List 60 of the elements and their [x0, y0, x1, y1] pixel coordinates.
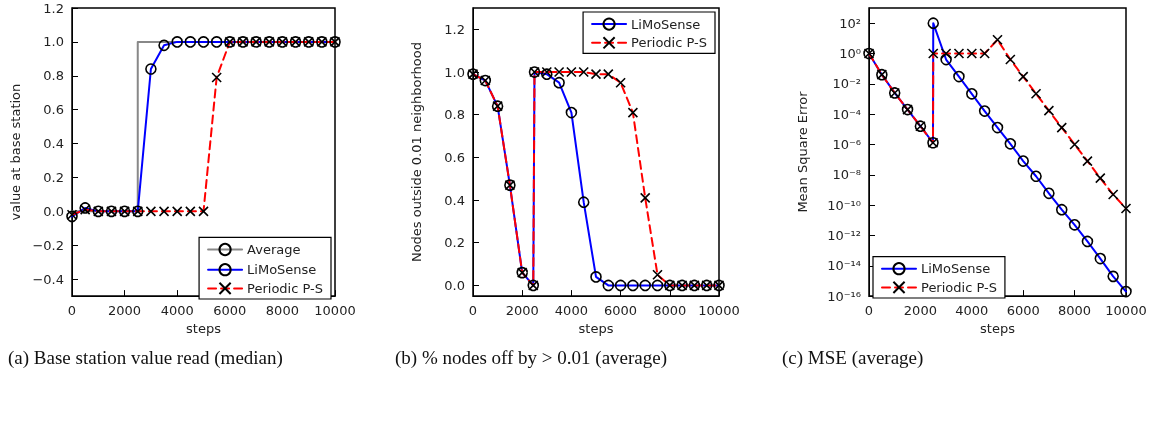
y-tick-label: 10⁻²: [832, 76, 861, 92]
legend-label: Periodic P-S: [247, 280, 324, 296]
y-tick-label: 10²: [839, 15, 861, 31]
x-tick-label: 6000: [1006, 303, 1040, 319]
x-tick-label: 0: [468, 303, 478, 319]
text: (c) MSE (average): [782, 346, 925, 370]
y-tick-label: 1.0: [444, 64, 465, 80]
y-tick-label: 10⁻¹⁶: [827, 288, 861, 304]
y-tick-label: 0.2: [444, 235, 465, 251]
y-axis-title: Nodes outside 0.01 neighborhood: [409, 42, 424, 263]
legend-label: Periodic P-S: [631, 35, 708, 51]
y-tick-label: 0.8: [43, 68, 64, 84]
x-axis-title: steps: [186, 321, 222, 336]
y-tick-label: 10⁻¹²: [827, 227, 861, 243]
legend-label: Periodic P-S: [921, 279, 997, 295]
x-tick-label: 6000: [604, 303, 638, 319]
y-axis-title: Mean Square Error: [795, 90, 810, 213]
x-tick-label: 8000: [265, 303, 299, 319]
y-tick-label: −0.4: [32, 271, 64, 287]
y-tick-label: 10⁻⁶: [832, 136, 861, 152]
y-tick-label: 0.4: [444, 192, 465, 208]
x-tick-label: 10000: [314, 303, 356, 319]
y-tick-label: 10⁰: [839, 45, 861, 61]
y-tick-label: 1.2: [43, 0, 64, 16]
text: (a) Base station value read (median): [8, 346, 284, 370]
x-tick-label: 10000: [698, 303, 740, 319]
x-tick-label: 4000: [554, 303, 588, 319]
x-axis-title: steps: [980, 321, 1016, 336]
x-axis-title: steps: [578, 321, 614, 336]
y-tick-label: 10⁻⁸: [832, 167, 861, 183]
y-tick-label: 0.4: [43, 136, 64, 152]
y-axis-title: value at base station: [7, 83, 23, 221]
y-tick-label: 0.8: [444, 107, 465, 123]
y-tick-label: 1.0: [43, 34, 64, 50]
x-tick-label: 2000: [903, 303, 937, 319]
legend-label: LiMoSense: [921, 261, 991, 277]
y-tick-label: 0.0: [43, 203, 64, 219]
text: (b) % nodes off by > 0.01 (average): [395, 346, 669, 370]
y-tick-label: 0.0: [444, 277, 465, 293]
y-tick-label: 0.6: [43, 102, 64, 118]
x-tick-label: 0: [67, 303, 77, 319]
y-tick-label: 10⁻¹⁰: [827, 197, 861, 213]
legend-label: LiMoSense: [247, 262, 317, 278]
x-tick-label: 8000: [653, 303, 687, 319]
x-tick-label: 10000: [1105, 303, 1147, 319]
y-tick-label: −0.2: [32, 237, 64, 253]
x-tick-label: 4000: [955, 303, 989, 319]
x-tick-label: 8000: [1058, 303, 1092, 319]
x-tick-label: 6000: [213, 303, 247, 319]
legend-label: LiMoSense: [631, 16, 701, 32]
x-tick-label: 4000: [160, 303, 194, 319]
x-tick-label: 0: [864, 303, 874, 319]
legend-label: Average: [247, 242, 301, 257]
x-tick-label: 2000: [505, 303, 539, 319]
y-tick-label: 0.6: [444, 149, 465, 165]
x-tick-label: 2000: [108, 303, 142, 319]
y-tick-label: 0.2: [43, 169, 64, 185]
y-tick-label: 10⁻⁴: [832, 106, 861, 122]
y-tick-label: 10⁻¹⁴: [827, 258, 861, 274]
y-tick-label: 1.2: [444, 21, 465, 37]
